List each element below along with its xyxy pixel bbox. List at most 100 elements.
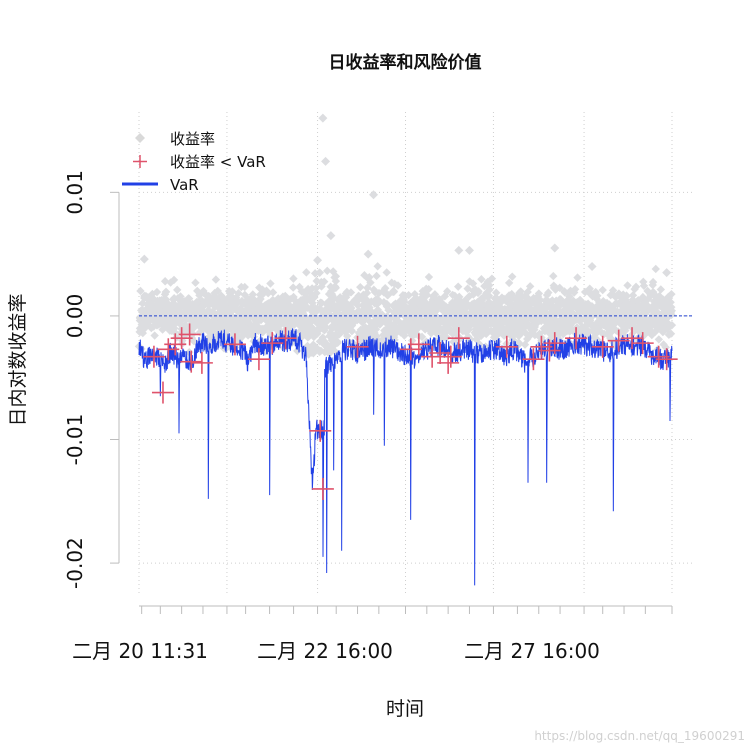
return-point [405,327,414,337]
return-point [317,319,327,329]
return-point [209,294,218,303]
return-point [373,262,382,271]
return-point [289,274,298,283]
return-point [290,310,300,320]
return-point [242,324,251,333]
return-point [160,277,170,286]
return-point [636,313,645,322]
return-point [310,269,320,278]
breach-point [407,333,430,356]
return-point [638,292,648,302]
return-point [643,327,652,336]
return-point [465,277,474,286]
return-point [602,298,612,308]
return-point [455,319,464,329]
return-point [389,328,398,337]
breach-point [180,350,203,373]
return-point [380,331,390,340]
return-point [503,306,512,315]
return-point [361,307,370,316]
return-point [234,289,243,298]
return-point [648,318,657,327]
return-point [639,319,649,329]
return-point [240,282,249,292]
return-point [200,322,209,331]
return-point [448,290,457,300]
return-point [455,300,465,309]
return-point [372,271,381,281]
return-point [431,327,441,337]
return-point [137,323,147,333]
return-point [409,311,418,321]
y-tick-label: 0.01 [63,170,87,215]
return-point [463,284,472,293]
legend-breach-icon [133,155,147,168]
return-point [477,295,487,304]
return-point [247,324,256,333]
return-point [387,278,396,287]
return-point [588,322,598,332]
return-point [482,289,491,298]
breach-point [621,327,644,350]
return-point-outlier [369,190,379,200]
return-point [302,268,311,277]
return-point [451,308,461,317]
return-point [469,290,478,299]
return-point [411,294,420,304]
return-point [639,277,648,287]
return-point [555,297,565,307]
return-point-outlier [550,243,560,253]
return-point-outlier [326,231,336,241]
return-point [581,300,591,309]
return-point [147,307,156,317]
x-ticks: 二月 20 11:31 二月 22 16:00 二月 27 16:00 [72,606,673,663]
return-point [177,295,186,305]
return-point [429,305,438,314]
return-point [523,334,532,344]
return-point [470,319,480,328]
return-point [643,286,652,296]
breach-point [247,348,270,371]
return-point [152,287,162,297]
return-point-outlier [139,254,149,264]
breach-point [190,351,213,374]
return-point [607,327,617,336]
return-point [546,336,555,346]
return-point [234,319,243,328]
return-point [617,306,626,316]
return-point [470,298,479,308]
return-point [566,286,575,296]
return-point [328,267,338,276]
return-point [196,303,205,312]
return-point [547,313,556,322]
return-point [219,301,228,310]
return-point [324,297,333,307]
return-point [179,302,189,311]
return-point [618,314,627,324]
return-point [173,294,183,303]
return-point [303,303,313,313]
return-point [541,323,551,332]
return-point [597,303,607,313]
return-point [631,282,641,292]
return-point [395,322,404,331]
return-point [569,302,578,312]
return-point [587,289,596,298]
return-point [555,319,564,329]
return-point [160,307,170,317]
return-point [231,313,240,323]
return-point-outlier [318,113,328,123]
return-point [173,285,182,295]
breach-point [439,345,462,368]
return-point [569,340,578,349]
return-point [575,313,584,323]
return-point [313,304,322,313]
return-point [265,314,274,324]
return-point [281,295,291,305]
return-point [193,286,202,296]
return-point [631,302,640,312]
return-point [356,282,365,292]
return-point [458,326,467,335]
return-point [589,332,599,342]
